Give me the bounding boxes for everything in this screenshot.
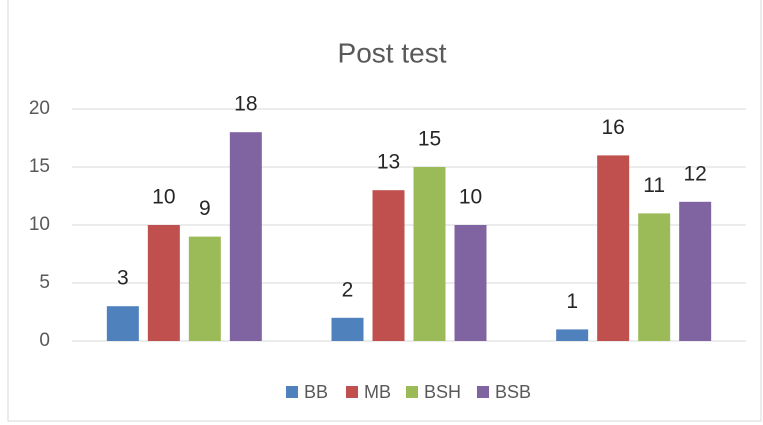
data-label: 2	[342, 278, 354, 301]
bar	[106, 306, 139, 341]
data-label: 16	[601, 116, 624, 139]
data-label: 12	[683, 162, 706, 185]
legend-label: BSH	[424, 382, 461, 402]
chart-title: Post test	[338, 37, 447, 68]
data-label: 15	[418, 128, 441, 151]
legend-label: BSB	[495, 382, 531, 402]
y-tick-label: 5	[39, 272, 50, 293]
data-label: 11	[643, 174, 665, 197]
data-label: 1	[566, 290, 578, 313]
bar	[188, 236, 221, 341]
data-label: 9	[199, 197, 211, 220]
bar	[372, 190, 405, 341]
bar	[147, 225, 180, 341]
legend-swatch	[406, 386, 418, 398]
y-tick-label: 20	[29, 98, 50, 119]
bar	[413, 167, 446, 341]
data-label: 10	[459, 186, 482, 209]
data-label: 10	[152, 186, 175, 209]
legend-label: MB	[364, 382, 391, 402]
y-tick-label: 0	[39, 330, 50, 351]
data-label: 18	[234, 93, 257, 116]
legend-swatch	[477, 386, 489, 398]
bar	[556, 329, 589, 341]
bar	[638, 213, 671, 341]
y-tick-label: 10	[29, 214, 50, 235]
legend-swatch	[346, 386, 358, 398]
data-label: 13	[377, 151, 400, 174]
bar	[229, 132, 262, 341]
y-tick-label: 15	[29, 156, 50, 177]
bar	[331, 317, 364, 341]
bar	[597, 155, 630, 341]
bar	[454, 225, 487, 341]
legend-label: BB	[304, 382, 328, 402]
data-label: 3	[117, 267, 129, 290]
bar	[679, 201, 712, 341]
legend-swatch	[286, 386, 298, 398]
